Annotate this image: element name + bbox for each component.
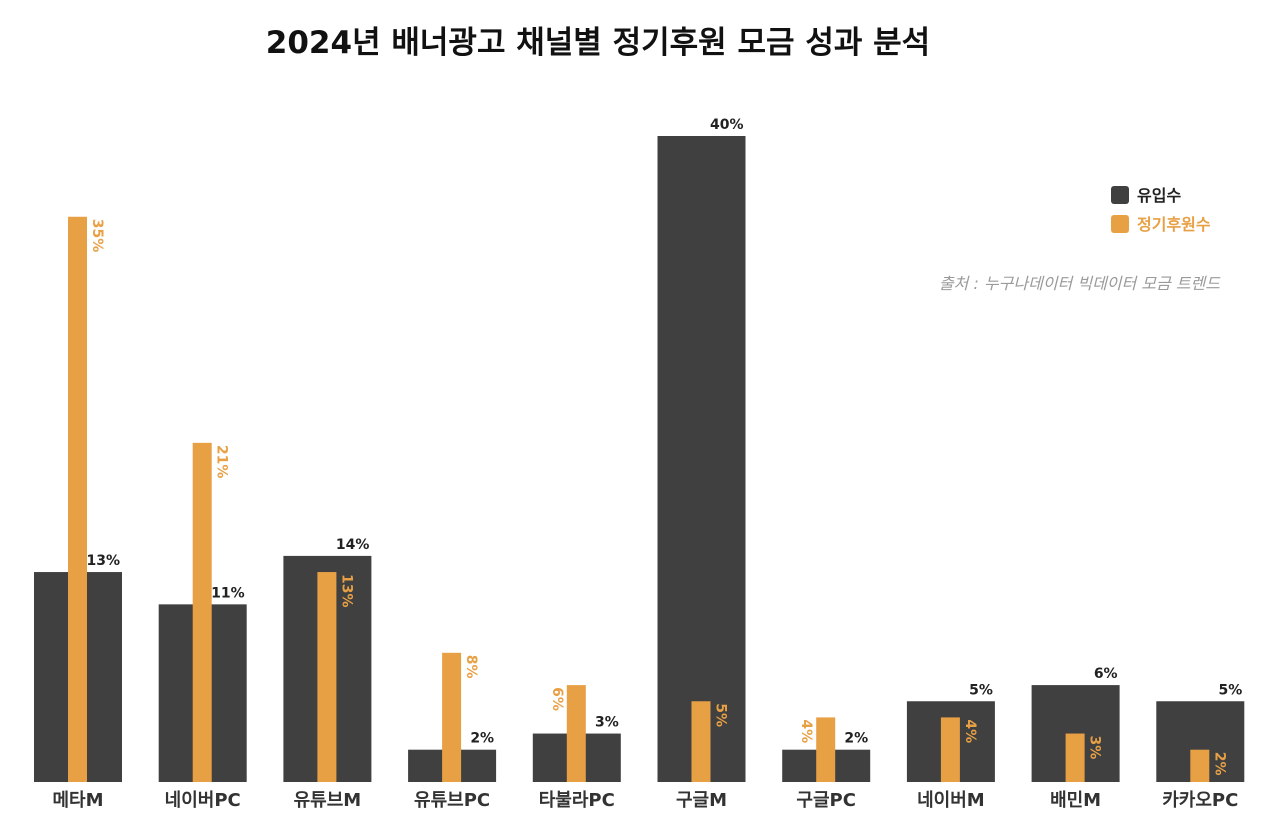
label-donors-5: 5% <box>713 703 729 727</box>
label-inflow-7: 5% <box>969 682 993 698</box>
label-inflow-8: 6% <box>1094 666 1118 682</box>
legend-swatch-inflow <box>1111 186 1129 204</box>
legend: 유입수 정기후원수 <box>1111 186 1211 234</box>
category-label-3: 유튜브PC <box>414 790 490 811</box>
category-label-8: 배민M <box>1050 790 1101 811</box>
legend-swatch-donors <box>1111 215 1129 233</box>
label-donors-4: 6% <box>549 687 565 711</box>
chart-title: 2024년 배너광고 채널별 정기후원 모금 성과 분석 <box>266 25 930 61</box>
bar-area: 13% 35% 메타M 11% 21% 네이버PC 14% 13% 유튜브M 2% 8% 유튜브PC 3… <box>34 117 1245 811</box>
bar-donors-5 <box>691 701 711 782</box>
category-label-4: 타불라PC <box>539 790 615 811</box>
label-inflow-3: 2% <box>470 731 494 747</box>
label-donors-3: 8% <box>463 655 479 679</box>
label-donors-9: 2% <box>1211 752 1227 776</box>
source-note: 출처 : 누구나데이터 빅데이터 모금 트렌드 <box>939 274 1221 293</box>
legend-label-donors: 정기후원수 <box>1137 215 1211 234</box>
category-label-2: 유튜브M <box>294 790 362 811</box>
bar-donors-2 <box>317 572 337 782</box>
bar-donors-7 <box>940 717 960 782</box>
label-inflow-2: 14% <box>336 537 370 553</box>
bar-inflow-5 <box>657 136 746 782</box>
label-inflow-4: 3% <box>595 715 619 731</box>
label-donors-6: 4% <box>798 719 814 743</box>
category-label-6: 구글PC <box>796 790 856 811</box>
category-label-0: 메타M <box>52 790 103 811</box>
legend-label-inflow: 유입수 <box>1137 186 1181 205</box>
label-inflow-1: 11% <box>211 585 245 601</box>
label-inflow-9: 5% <box>1219 682 1243 698</box>
label-inflow-0: 13% <box>86 553 120 569</box>
label-inflow-6: 2% <box>844 731 868 747</box>
category-label-1: 네이버PC <box>165 790 241 811</box>
label-donors-8: 3% <box>1087 736 1103 760</box>
bar-donors-3 <box>442 652 462 782</box>
label-inflow-5: 40% <box>710 117 744 133</box>
label-donors-7: 4% <box>962 719 978 743</box>
label-donors-2: 13% <box>338 574 354 608</box>
label-donors-0: 35% <box>89 219 105 253</box>
bar-donors-4 <box>566 685 586 782</box>
bar-donors-0 <box>68 216 87 782</box>
bar-donors-9 <box>1190 749 1210 782</box>
category-label-9: 카카오PC <box>1162 790 1238 811</box>
bar-donors-1 <box>192 442 212 782</box>
label-donors-1: 21% <box>214 445 230 479</box>
bar-donors-8 <box>1065 733 1085 782</box>
bar-donors-6 <box>816 717 836 782</box>
category-label-5: 구글M <box>676 790 727 811</box>
category-label-7: 네이버M <box>917 790 985 811</box>
